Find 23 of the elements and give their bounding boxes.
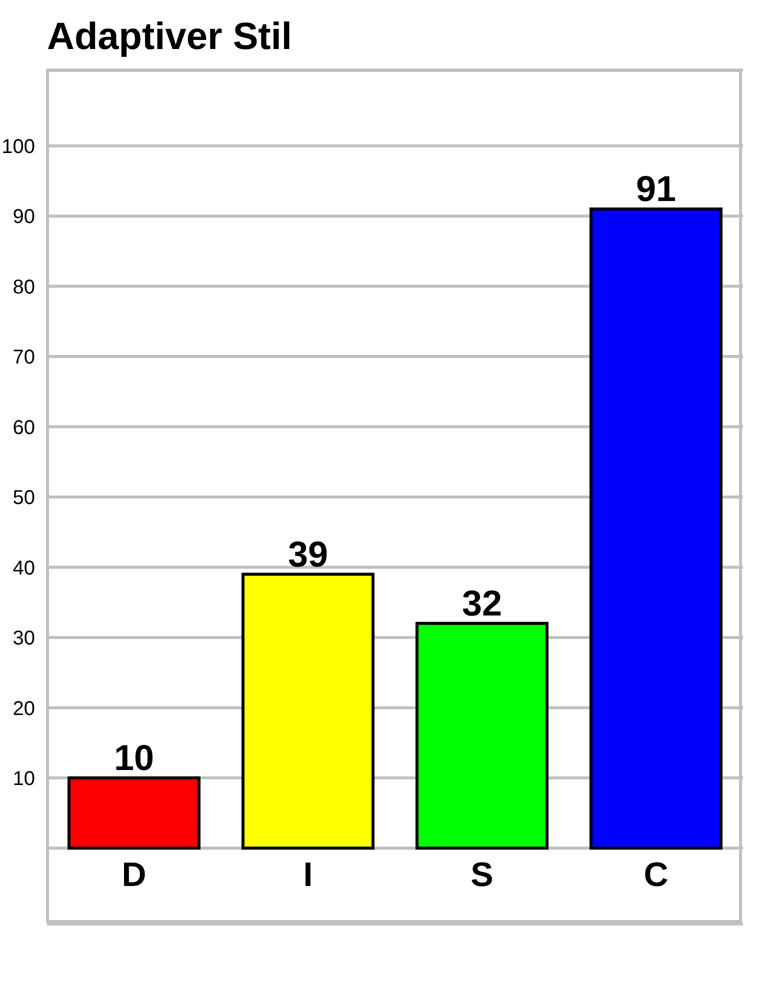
y-tick-label: 60 [12,416,35,439]
x-tick-label: D [122,856,146,894]
y-tick-label: 40 [12,557,35,580]
y-tick-label: 100 [2,136,35,158]
y-tick-label: 80 [12,276,35,298]
y-tick-label: 20 [12,698,35,720]
x-tick-label: S [470,856,494,894]
x-tick-label: I [303,856,313,894]
data-label: 39 [288,533,328,574]
data-label: 10 [114,736,154,778]
y-tick-label: 70 [12,346,35,369]
y-tick-label: 10 [12,768,35,790]
bar [590,208,722,850]
bar [242,572,374,850]
y-tick-label: 30 [12,628,35,650]
chart-title: Adaptiver Stil [47,16,292,59]
data-label: 91 [636,168,676,210]
bar [68,776,200,850]
data-label: 32 [462,582,502,624]
bar [416,622,548,850]
y-tick-label: 90 [12,206,35,228]
y-tick-label: 50 [12,487,35,510]
x-tick-label: C [644,856,668,894]
